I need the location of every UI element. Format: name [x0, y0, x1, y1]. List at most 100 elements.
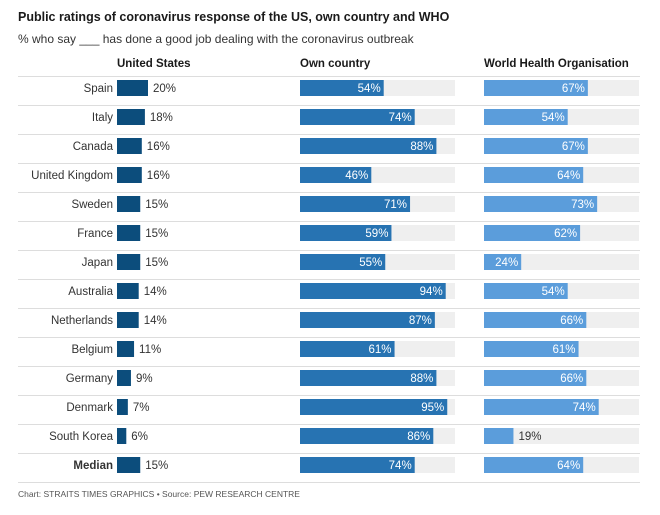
value-label-own-country-spain: 54%: [358, 83, 381, 95]
value-label-united-states-united-kingdom: 16%: [147, 170, 170, 182]
chart-footer: Chart: STRAITS TIMES GRAPHICS • Source: …: [18, 489, 300, 499]
value-label-who-france: 62%: [554, 228, 577, 240]
bar-own-country-belgium: [300, 341, 395, 357]
category-label-denmark: Denmark: [66, 402, 113, 414]
value-label-united-states-spain: 20%: [153, 83, 176, 95]
bar-united-states-median: [117, 457, 141, 473]
category-label-netherlands: Netherlands: [51, 315, 113, 327]
bar-own-country-italy: [300, 109, 415, 125]
value-label-own-country-belgium: 61%: [369, 344, 392, 356]
bar-own-country-spain: [300, 80, 384, 96]
value-label-who-netherlands: 66%: [560, 315, 583, 327]
bar-own-country-australia: [300, 283, 446, 299]
value-label-united-states-median: 15%: [145, 460, 168, 472]
column-header-who: World Health Organisation: [484, 58, 629, 70]
value-label-who-sweden: 73%: [571, 199, 594, 211]
bar-own-country-south-korea: [300, 428, 434, 444]
bar-who-france: [484, 225, 581, 241]
bar-united-states-belgium: [117, 341, 135, 357]
column-header-united-states: United States: [117, 58, 191, 70]
bar-who-median: [484, 457, 584, 473]
value-label-own-country-japan: 55%: [359, 257, 382, 269]
value-label-united-states-australia: 14%: [144, 286, 167, 298]
bar-who-sweden: [484, 196, 598, 212]
value-label-who-united-kingdom: 64%: [557, 170, 580, 182]
bar-united-states-australia: [117, 283, 139, 299]
bar-who-south-korea: [484, 428, 514, 444]
bar-united-states-germany: [117, 370, 131, 386]
bar-united-states-united-kingdom: [117, 167, 142, 183]
bar-who-denmark: [484, 399, 599, 415]
bar-united-states-sweden: [117, 196, 141, 212]
bar-who-belgium: [484, 341, 579, 357]
category-label-median: Median: [73, 460, 113, 472]
bar-who-germany: [484, 370, 587, 386]
value-label-who-australia: 54%: [542, 286, 565, 298]
category-label-spain: Spain: [84, 83, 113, 95]
bar-united-states-spain: [117, 80, 148, 96]
value-label-who-canada: 67%: [562, 141, 585, 153]
category-label-canada: Canada: [73, 141, 114, 153]
value-label-united-states-canada: 16%: [147, 141, 170, 153]
value-label-who-japan: 24%: [495, 257, 518, 269]
value-label-united-states-sweden: 15%: [145, 199, 168, 211]
bar-united-states-canada: [117, 138, 142, 154]
value-label-own-country-netherlands: 87%: [409, 315, 432, 327]
category-label-south-korea: South Korea: [49, 431, 114, 443]
value-label-united-states-denmark: 7%: [133, 402, 150, 414]
bar-united-states-denmark: [117, 399, 128, 415]
bar-track-who: [484, 254, 639, 270]
category-label-belgium: Belgium: [71, 344, 113, 356]
bar-united-states-japan: [117, 254, 141, 270]
chart-title: Public ratings of coronavirus response o…: [18, 10, 450, 24]
bar-own-country-netherlands: [300, 312, 435, 328]
bar-own-country-sweden: [300, 196, 411, 212]
bar-own-country-denmark: [300, 399, 448, 415]
bar-own-country-canada: [300, 138, 437, 154]
category-label-france: France: [77, 228, 113, 240]
column-header-own-country: Own country: [300, 58, 371, 70]
value-label-own-country-sweden: 71%: [384, 199, 407, 211]
bar-who-italy: [484, 109, 568, 125]
category-label-japan: Japan: [82, 257, 113, 269]
value-label-united-states-belgium: 11%: [139, 344, 161, 356]
chart-subtitle: % who say ___ has done a good job dealin…: [18, 32, 414, 46]
value-label-own-country-germany: 88%: [410, 373, 433, 385]
value-label-who-south-korea: 19%: [518, 431, 541, 443]
bar-own-country-germany: [300, 370, 437, 386]
value-label-united-states-japan: 15%: [145, 257, 168, 269]
bar-who-united-kingdom: [484, 167, 584, 183]
value-label-united-states-france: 15%: [145, 228, 168, 240]
value-label-own-country-canada: 88%: [410, 141, 433, 153]
bar-who-japan: [484, 254, 522, 270]
value-label-united-states-south-korea: 6%: [131, 431, 148, 443]
value-label-united-states-germany: 9%: [136, 373, 153, 385]
value-label-who-denmark: 74%: [573, 402, 596, 414]
bar-united-states-france: [117, 225, 141, 241]
value-label-own-country-italy: 74%: [389, 112, 412, 124]
value-label-own-country-south-korea: 86%: [407, 431, 430, 443]
value-label-who-germany: 66%: [560, 373, 583, 385]
bar-who-australia: [484, 283, 568, 299]
bar-united-states-south-korea: [117, 428, 127, 444]
value-label-united-states-netherlands: 14%: [144, 315, 167, 327]
value-label-own-country-france: 59%: [365, 228, 388, 240]
bar-own-country-japan: [300, 254, 386, 270]
value-label-own-country-united-kingdom: 46%: [345, 170, 368, 182]
value-label-united-states-italy: 18%: [150, 112, 173, 124]
category-label-united-kingdom: United Kingdom: [31, 170, 113, 182]
value-label-who-spain: 67%: [562, 83, 585, 95]
value-label-own-country-median: 74%: [389, 460, 412, 472]
bar-own-country-france: [300, 225, 392, 241]
bar-who-netherlands: [484, 312, 587, 328]
bar-united-states-italy: [117, 109, 145, 125]
category-label-sweden: Sweden: [71, 199, 113, 211]
value-label-own-country-denmark: 95%: [421, 402, 444, 414]
value-label-who-italy: 54%: [542, 112, 565, 124]
bar-own-country-united-kingdom: [300, 167, 372, 183]
bar-united-states-netherlands: [117, 312, 139, 328]
category-label-germany: Germany: [66, 373, 114, 385]
bar-own-country-median: [300, 457, 415, 473]
bar-who-canada: [484, 138, 588, 154]
